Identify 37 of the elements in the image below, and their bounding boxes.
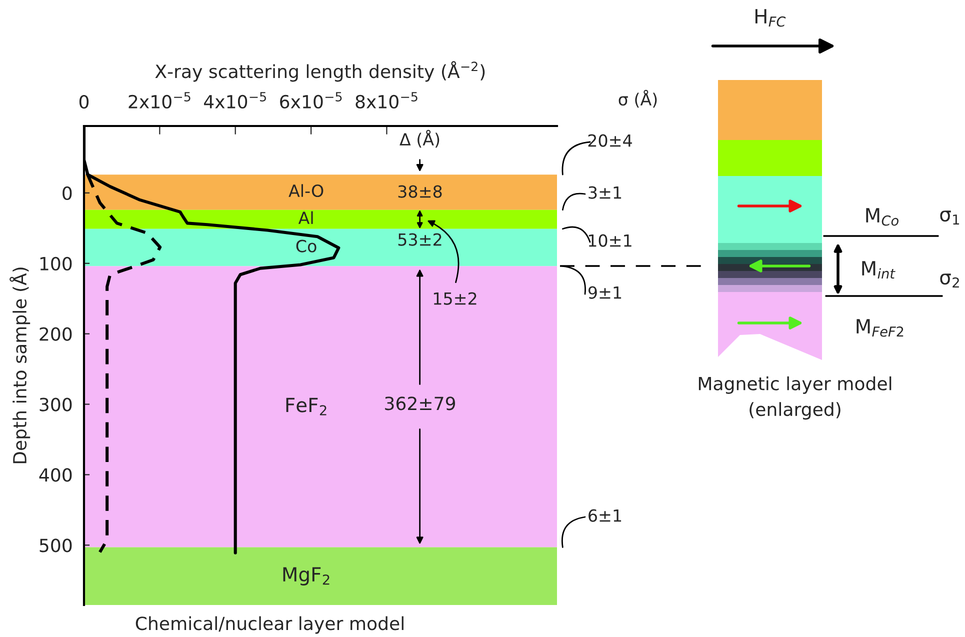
band-label: Co [296, 240, 316, 252]
y-tick-label: 500 [40, 538, 72, 552]
band-label: MgF$_{2}$ [283, 567, 330, 586]
text: M$_{int}$ [862, 261, 896, 279]
x-axis-title: X-ray scattering length density (Å$^{−2}$) [155, 61, 485, 82]
x-tick-label: 8x10$^{−5}$ [356, 92, 418, 108]
text: 6±1 [588, 509, 622, 522]
text: σ$_{2}$ [940, 274, 959, 288]
band-label: Al-O [288, 184, 324, 198]
text: Chemical/nuclear layer model [136, 616, 404, 634]
y-tick-label: 300 [40, 398, 72, 412]
band-label: FeF$_{2}$ [286, 398, 326, 416]
x-tick-label: 4x10$^{−5}$ [204, 92, 266, 108]
annotation: 362±79 [385, 396, 456, 410]
y-tick-label: 400 [39, 468, 72, 482]
text: σ (Å) [618, 90, 657, 108]
band-label: Al [298, 211, 313, 224]
text: M$_{FeF2}$ [856, 319, 904, 337]
y-tick-label: 200 [40, 327, 72, 341]
annotation: 53±2 [398, 233, 442, 246]
text: M$_{Co}$ [866, 208, 898, 226]
text: Magnetic layer model (enlarged) [698, 376, 892, 420]
text: H$_{FC}$ [755, 9, 786, 27]
text: 10±1 [588, 234, 632, 247]
annotation: 15±2 [434, 292, 476, 305]
x-tick-label: 0 [79, 94, 89, 109]
text: σ$_{1}$ [940, 210, 960, 224]
y-tick-label: 0 [62, 186, 72, 200]
annotation: 38±8 [398, 185, 442, 198]
text: 3±1 [588, 186, 622, 199]
x-tick-label: 6x10$^{−5}$ [280, 92, 342, 108]
annotation: Δ (Å) [400, 130, 440, 148]
text: 9±1 [588, 286, 622, 299]
x-tick-label: 2x10$^{−5}$ [128, 92, 190, 108]
y-tick-label: 100 [40, 256, 72, 270]
y-axis-title: Depth into sample (Å) [10, 268, 30, 464]
text: 20±4 [588, 134, 632, 147]
